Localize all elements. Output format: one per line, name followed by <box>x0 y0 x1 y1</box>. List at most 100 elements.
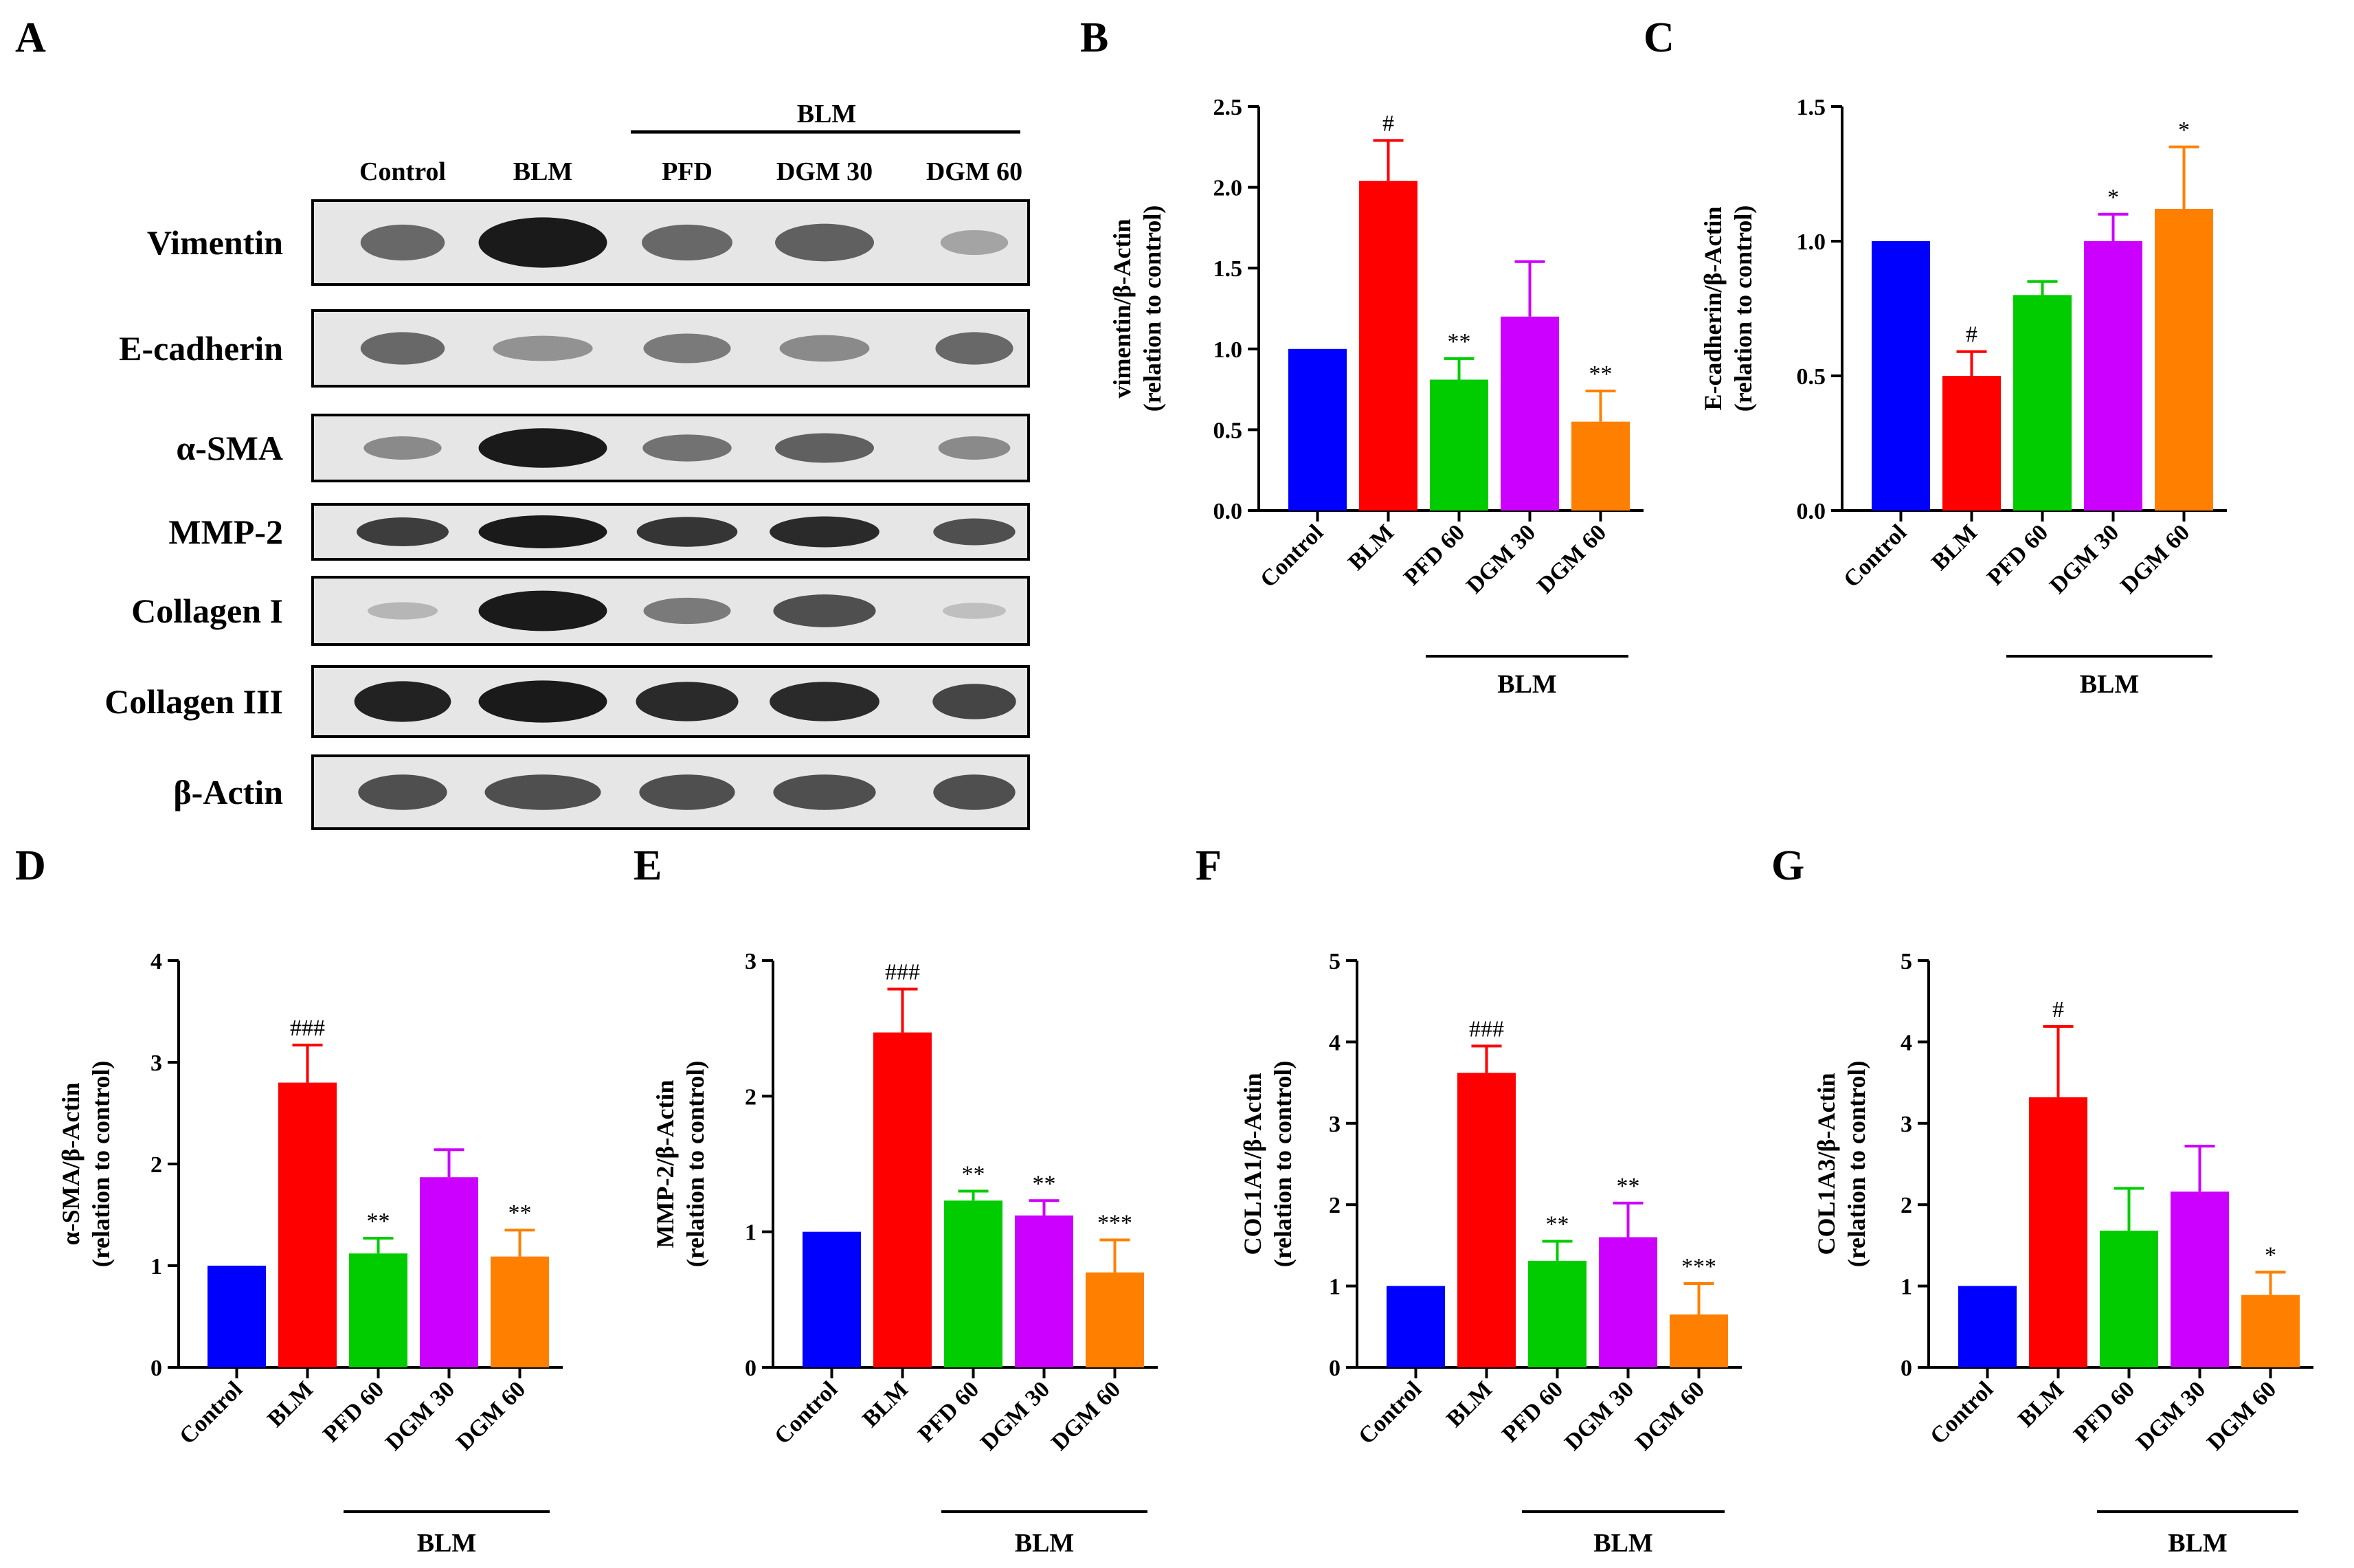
x-tick-label: PFD 60 <box>318 1376 389 1447</box>
blot-band <box>354 681 451 722</box>
x-tick-label: DGM 30 <box>976 1376 1055 1455</box>
group-label: BLM <box>2080 670 2140 699</box>
x-tick-label: PFD 60 <box>1497 1376 1568 1447</box>
y-tick-label: 2 <box>150 1152 162 1178</box>
blot-band <box>478 217 607 268</box>
panel-d-chart: D 0 1 2 3 4 α-SMA/β-Actin (relation to control)… <box>15 842 563 1558</box>
bar <box>2084 241 2142 511</box>
y-tick-label: 2.0 <box>1213 176 1243 201</box>
group-label: BLM <box>1015 1529 1075 1558</box>
x-tick-label: BLM <box>2013 1376 2069 1432</box>
y-tick-label: 0 <box>1901 1356 1912 1381</box>
blot-row-label: β-Actin <box>173 773 283 811</box>
x-tick-label: DGM 30 <box>2131 1376 2210 1455</box>
x-tick-label: PFD 60 <box>1399 519 1470 590</box>
y-tick-label: 2 <box>745 1084 756 1110</box>
blot-row-label: E-cadherin <box>119 329 283 368</box>
significance-label: # <box>1382 111 1394 136</box>
panel-f-chart: F 0 1 2 3 4 5 COL1A1/β-Actin (relation to contro… <box>1196 842 1742 1558</box>
blot-band <box>360 332 445 365</box>
blot-band <box>358 774 447 810</box>
blot-band <box>478 590 607 631</box>
significance-label: ### <box>290 1016 325 1041</box>
blot-band <box>940 229 1009 256</box>
blot-band <box>770 682 879 721</box>
y-tick-label: 0 <box>745 1356 756 1381</box>
group-label: BLM <box>797 100 857 128</box>
y-axis-label: MMP-2/β-Actin <box>651 1080 679 1248</box>
lane-label: DGM 30 <box>776 157 873 186</box>
x-tick-label: Control <box>1925 1376 1998 1449</box>
bar <box>1670 1314 1728 1367</box>
bar <box>1599 1237 1657 1367</box>
y-tick-label: 1 <box>1329 1275 1341 1300</box>
y-tick-label: 0.5 <box>1797 364 1826 390</box>
x-tick-label: PFD 60 <box>1982 519 2053 590</box>
blot-band <box>942 603 1007 619</box>
x-tick-label: Control <box>1839 519 1912 592</box>
bar <box>1571 421 1630 511</box>
y-axis-label: α-SMA/β-Actin <box>57 1082 85 1245</box>
bar <box>2029 1097 2087 1367</box>
x-tick-label: BLM <box>1343 519 1399 575</box>
x-tick-label: DGM 30 <box>1560 1376 1639 1455</box>
bar <box>1457 1073 1516 1367</box>
significance-label: ** <box>367 1209 390 1234</box>
panel-letter: C <box>1644 14 1674 61</box>
lane-label: PFD <box>662 157 713 186</box>
blot-row-label: Vimentin <box>147 223 283 262</box>
y-axis-label: E-cadherin/β-Actin <box>1699 207 1727 411</box>
y-tick-label: 1 <box>1901 1275 1912 1300</box>
blot-band <box>773 594 876 627</box>
bar <box>2013 295 2072 511</box>
blot-band <box>478 428 607 468</box>
y-tick-label: 1.0 <box>1213 337 1243 363</box>
y-tick-label: 2.5 <box>1213 95 1243 120</box>
x-tick-label: BLM <box>857 1376 913 1432</box>
y-axis-label: COL1A3/β-Actin <box>1813 1073 1840 1255</box>
group-label: BLM <box>417 1529 477 1558</box>
x-tick-label: DGM 30 <box>2045 519 2124 598</box>
y-tick-label: 4 <box>150 949 162 974</box>
significance-label: *** <box>1681 1254 1716 1279</box>
panel-letter: D <box>15 842 46 889</box>
panel-letter: G <box>1771 842 1804 889</box>
blot-band <box>770 516 879 548</box>
y-tick-label: 0.0 <box>1797 499 1826 524</box>
bar <box>349 1253 407 1367</box>
y-axis-label-line2: (relation to control) <box>1139 205 1166 412</box>
panel-letter: A <box>15 14 46 61</box>
x-tick-label: PFD 60 <box>913 1376 984 1447</box>
bar <box>1015 1215 1073 1367</box>
blot-row-label: Collagen I <box>131 592 283 630</box>
y-tick-label: 4 <box>1901 1030 1912 1055</box>
blot-band <box>773 774 876 810</box>
blot-band <box>639 774 735 810</box>
significance-label: ### <box>1469 1016 1504 1042</box>
x-tick-label: DGM 60 <box>2116 519 2195 598</box>
y-tick-label: 4 <box>1329 1030 1341 1055</box>
bar <box>1872 241 1930 511</box>
significance-label: ** <box>1033 1171 1056 1196</box>
x-tick-label: DGM 60 <box>451 1376 530 1455</box>
group-label: BLM <box>1593 1529 1653 1558</box>
x-tick-label: Control <box>770 1376 842 1449</box>
y-tick-label: 3 <box>150 1051 162 1076</box>
bar <box>1501 316 1559 511</box>
x-tick-label: DGM 30 <box>1461 519 1540 598</box>
significance-label: ** <box>962 1161 985 1187</box>
y-axis-label-line2: (relation to control) <box>87 1061 115 1268</box>
y-tick-label: 0.5 <box>1213 418 1243 443</box>
bar <box>2100 1231 2158 1367</box>
bar <box>944 1200 1002 1367</box>
x-tick-label: DGM 60 <box>2202 1376 2281 1455</box>
bar <box>2241 1295 2300 1367</box>
blot-band <box>775 433 874 463</box>
x-tick-label: BLM <box>1927 519 1982 575</box>
y-tick-label: 1.5 <box>1797 95 1826 120</box>
blot-band <box>779 335 870 362</box>
blot-band <box>938 436 1011 460</box>
significance-label: * <box>2178 117 2190 143</box>
group-label: BLM <box>1497 670 1557 699</box>
